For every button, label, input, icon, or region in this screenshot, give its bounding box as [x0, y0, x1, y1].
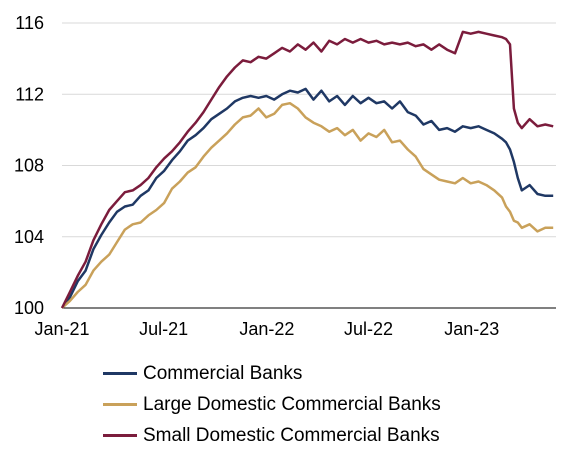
series-line-large-domestic-commercial-banks	[61, 101, 554, 309]
legend-swatch	[103, 372, 137, 375]
x-tick-label: Jul-21	[139, 319, 188, 339]
x-tick-label: Jul-22	[344, 319, 393, 339]
y-tick-label: 100	[14, 298, 44, 318]
x-tick-labels: Jan-21 Jul-21 Jan-22 Jul-22 Jan-23	[34, 319, 499, 339]
series-lines	[60, 30, 554, 309]
legend-item: Large Domestic Commercial Banks	[103, 389, 441, 420]
legend: Commercial Banks Large Domestic Commercia…	[103, 358, 441, 451]
legend-label: Commercial Banks	[143, 362, 303, 384]
y-tick-label: 116	[15, 13, 44, 33]
legend-swatch	[103, 403, 137, 406]
legend-item: Small Domestic Commercial Banks	[103, 420, 441, 451]
legend-swatch	[103, 434, 137, 437]
legend-label: Small Domestic Commercial Banks	[143, 424, 440, 446]
x-tick-label: Jan-22	[239, 319, 294, 339]
y-tick-label: 108	[14, 156, 44, 176]
line-chart: 100 104 108 112 116 Jan-21 Jul-21 Jan-22 Jul-22…	[14, 13, 556, 339]
series-line-commercial-banks	[60, 87, 554, 309]
series-line-small-domestic-commercial-banks	[60, 30, 554, 309]
legend-item: Commercial Banks	[103, 358, 441, 389]
legend-label: Large Domestic Commercial Banks	[143, 393, 441, 415]
x-tick-label: Jan-23	[444, 319, 499, 339]
y-tick-label: 104	[14, 227, 44, 247]
x-tick-label: Jan-21	[34, 319, 89, 339]
grid-lines	[62, 22, 556, 238]
y-tick-label: 112	[15, 84, 44, 104]
y-tick-labels: 100 104 108 112 116	[14, 13, 44, 318]
